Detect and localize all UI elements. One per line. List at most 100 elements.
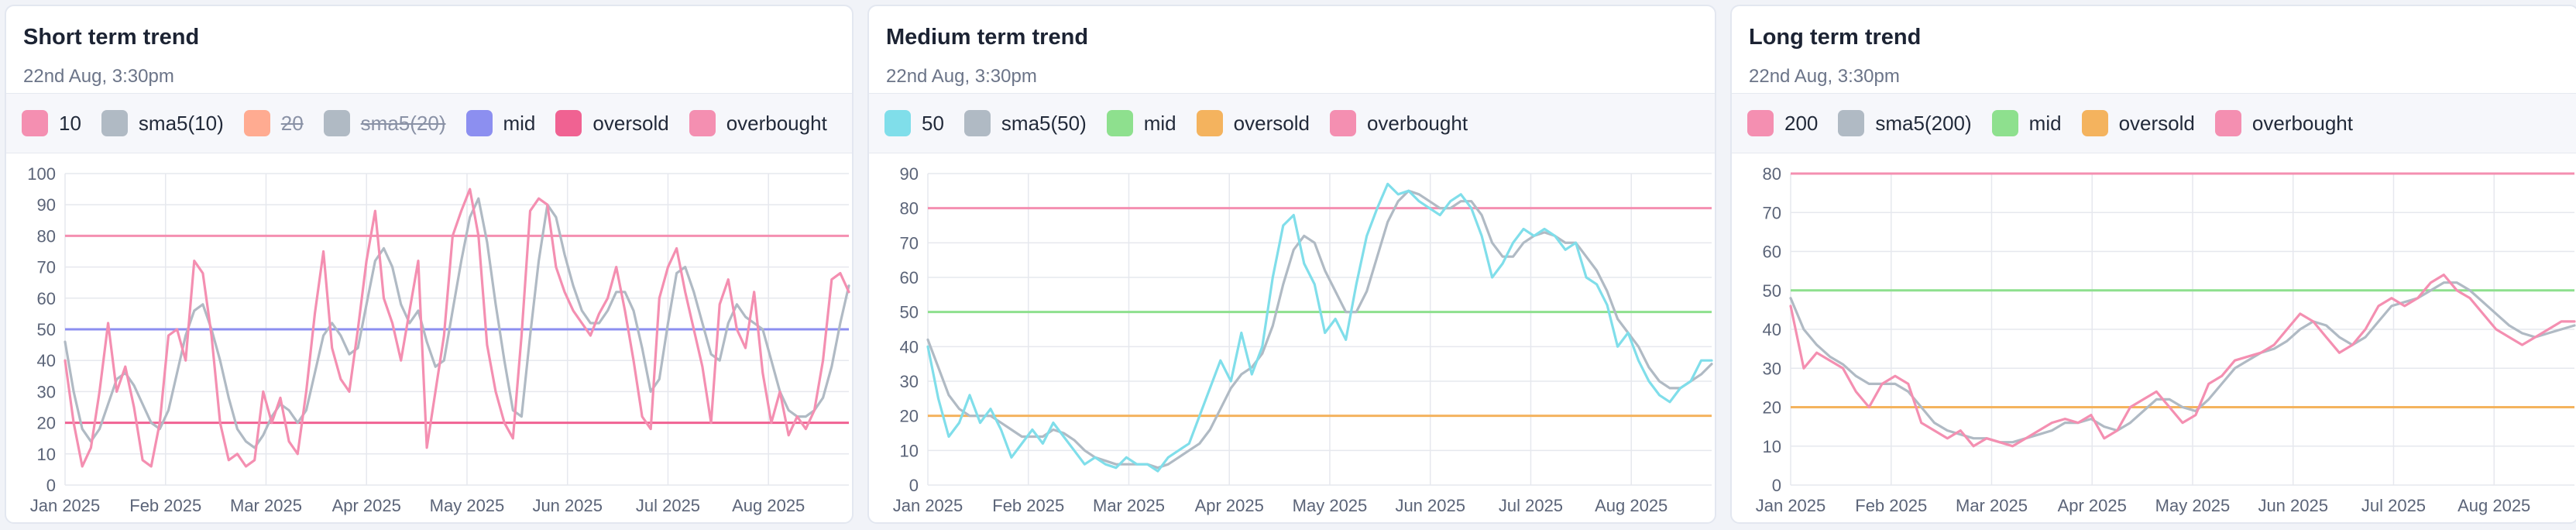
- legend-item-sma5-200[interactable]: sma5(200): [1838, 110, 1972, 136]
- x-tick-label: May 2025: [1293, 496, 1368, 515]
- legend-label: mid: [2028, 111, 2062, 135]
- legend-item-10[interactable]: 10: [22, 110, 81, 136]
- series-line-sma5-200: [1789, 281, 2576, 444]
- card-header: Medium term trend 22nd Aug, 3:30pm: [869, 6, 1715, 93]
- series-line-50: [926, 182, 1713, 473]
- series-line-sma5-10: [64, 197, 850, 449]
- line-chart: 0 10 20 30 40 50 60 70 80 90 Jan 2025 Feb 2025 Mar 2…: [893, 164, 1713, 515]
- y-tick-label: 40: [900, 337, 919, 356]
- x-tick-label: Feb 2025: [1855, 496, 1927, 515]
- x-tick-label: May 2025: [430, 496, 505, 515]
- legend-item-20[interactable]: 20: [243, 110, 304, 136]
- legend-item-oversold[interactable]: oversold: [555, 110, 669, 136]
- legend-swatch: [1196, 110, 1223, 136]
- x-tick-label: Feb 2025: [129, 496, 201, 515]
- legend-label: sma5(200): [1875, 111, 1972, 135]
- legend-label: sma5(20): [360, 111, 446, 135]
- legend-swatch: [1106, 110, 1133, 136]
- legend-item-mid[interactable]: mid: [1991, 110, 2062, 136]
- y-tick-label: 10: [1763, 437, 1781, 456]
- x-tick-label: Jan 2025: [893, 496, 963, 515]
- y-tick-label: 0: [1772, 476, 1781, 495]
- legend-swatch: [465, 110, 493, 136]
- legend-item-200[interactable]: 200: [1747, 110, 1818, 136]
- x-tick-label: Mar 2025: [230, 496, 302, 515]
- y-tick-label: 70: [37, 258, 56, 277]
- chart-timestamp: 22nd Aug, 3:30pm: [23, 66, 174, 87]
- legend-swatch: [2081, 110, 2108, 136]
- legend-label: oversold: [592, 111, 669, 135]
- line-chart: 0 10 20 30 40 50 60 70 80 Jan 2025 Feb 2025 Mar 202…: [1756, 164, 2576, 515]
- x-tick-label: Apr 2025: [2058, 496, 2127, 515]
- y-tick-label: 30: [900, 372, 919, 391]
- y-tick-label: 10: [37, 445, 56, 464]
- series-line-sma5-50: [926, 189, 1713, 470]
- card-header: Long term trend 22nd Aug, 3:30pm: [1732, 6, 2576, 93]
- chart-legend: 200 sma5(200) mid oversold overbought: [1732, 93, 2576, 153]
- x-tick-label: Mar 2025: [1093, 496, 1165, 515]
- x-tick-label: Aug 2025: [2458, 496, 2530, 515]
- y-tick-label: 80: [900, 199, 919, 219]
- y-tick-label: 60: [1763, 243, 1781, 262]
- legend-item-mid[interactable]: mid: [1106, 110, 1176, 136]
- y-tick-label: 50: [900, 303, 919, 322]
- legend-label: sma5(50): [1001, 111, 1087, 135]
- card-header: Short term trend 22nd Aug, 3:30pm: [6, 6, 852, 93]
- legend-item-oversold[interactable]: oversold: [1196, 110, 1310, 136]
- legend-label: 10: [59, 111, 81, 135]
- legend-item-overbought[interactable]: overbought: [1329, 110, 1468, 136]
- y-tick-label: 70: [1763, 203, 1781, 222]
- legend-item-oversold[interactable]: oversold: [2081, 110, 2195, 136]
- y-tick-label: 60: [900, 268, 919, 287]
- chart-legend: 50 sma5(50) mid oversold overbought: [869, 93, 1715, 153]
- legend-label: 200: [1784, 111, 1819, 135]
- x-tick-label: Jul 2025: [636, 496, 700, 515]
- legend-label: overbought: [2251, 111, 2353, 135]
- y-tick-label: 70: [900, 233, 919, 253]
- x-tick-label: Jul 2025: [1499, 496, 1563, 515]
- legend-swatch: [1747, 110, 1774, 136]
- x-tick-label: Aug 2025: [1595, 496, 1668, 515]
- legend-swatch: [1991, 110, 2018, 136]
- legend-swatch: [1329, 110, 1356, 136]
- x-tick-label: Jun 2025: [1395, 496, 1465, 515]
- legend-item-sma5-20[interactable]: sma5(20): [323, 110, 446, 136]
- y-tick-label: 50: [1763, 281, 1781, 301]
- chart-card-short-term-trend: Short term trend 22nd Aug, 3:30pm 10 sma5(1…: [5, 5, 854, 524]
- legend-swatch: [243, 110, 270, 136]
- legend-swatch: [555, 110, 582, 136]
- x-tick-label: Jul 2025: [2361, 496, 2426, 515]
- x-tick-label: Jan 2025: [1756, 496, 1826, 515]
- legend-item-sma5-50[interactable]: sma5(50): [963, 110, 1087, 136]
- legend-swatch: [323, 110, 350, 136]
- legend-item-50[interactable]: 50: [884, 110, 944, 136]
- legend-item-overbought[interactable]: overbought: [689, 110, 827, 136]
- x-tick-label: Jun 2025: [532, 496, 603, 515]
- series-line-10: [64, 188, 850, 468]
- legend-item-overbought[interactable]: overbought: [2214, 110, 2353, 136]
- y-tick-label: 20: [1763, 398, 1781, 418]
- legend-swatch: [1838, 110, 1865, 136]
- y-tick-label: 90: [900, 164, 919, 184]
- y-tick-label: 50: [37, 320, 56, 339]
- y-tick-label: 30: [1763, 359, 1781, 378]
- legend-label: overbought: [1366, 111, 1468, 135]
- legend-swatch: [884, 110, 911, 136]
- y-tick-label: 0: [46, 476, 56, 495]
- line-chart: 0 10 20 30 40 50 60 70 80 90 100 Jan 2025 Feb 2025 Ma…: [27, 164, 850, 515]
- legend-swatch: [689, 110, 716, 136]
- x-tick-label: Apr 2025: [1195, 496, 1264, 515]
- legend-label: 20: [280, 111, 304, 135]
- y-tick-label: 100: [27, 164, 56, 184]
- legend-item-mid[interactable]: mid: [465, 110, 536, 136]
- chart-title: Medium term trend: [886, 25, 1089, 50]
- x-tick-label: Feb 2025: [992, 496, 1064, 515]
- legend-label: mid: [503, 111, 536, 135]
- legend-item-sma5-10[interactable]: sma5(10): [101, 110, 224, 136]
- y-tick-label: 80: [1763, 164, 1781, 184]
- series-line-200: [1789, 274, 2576, 448]
- x-tick-label: Jan 2025: [30, 496, 101, 515]
- chart-title: Short term trend: [23, 25, 200, 50]
- chart-card-long-term-trend: Long term trend 22nd Aug, 3:30pm 200 sma5(2…: [1730, 5, 2576, 524]
- chart-title: Long term trend: [1749, 25, 1922, 50]
